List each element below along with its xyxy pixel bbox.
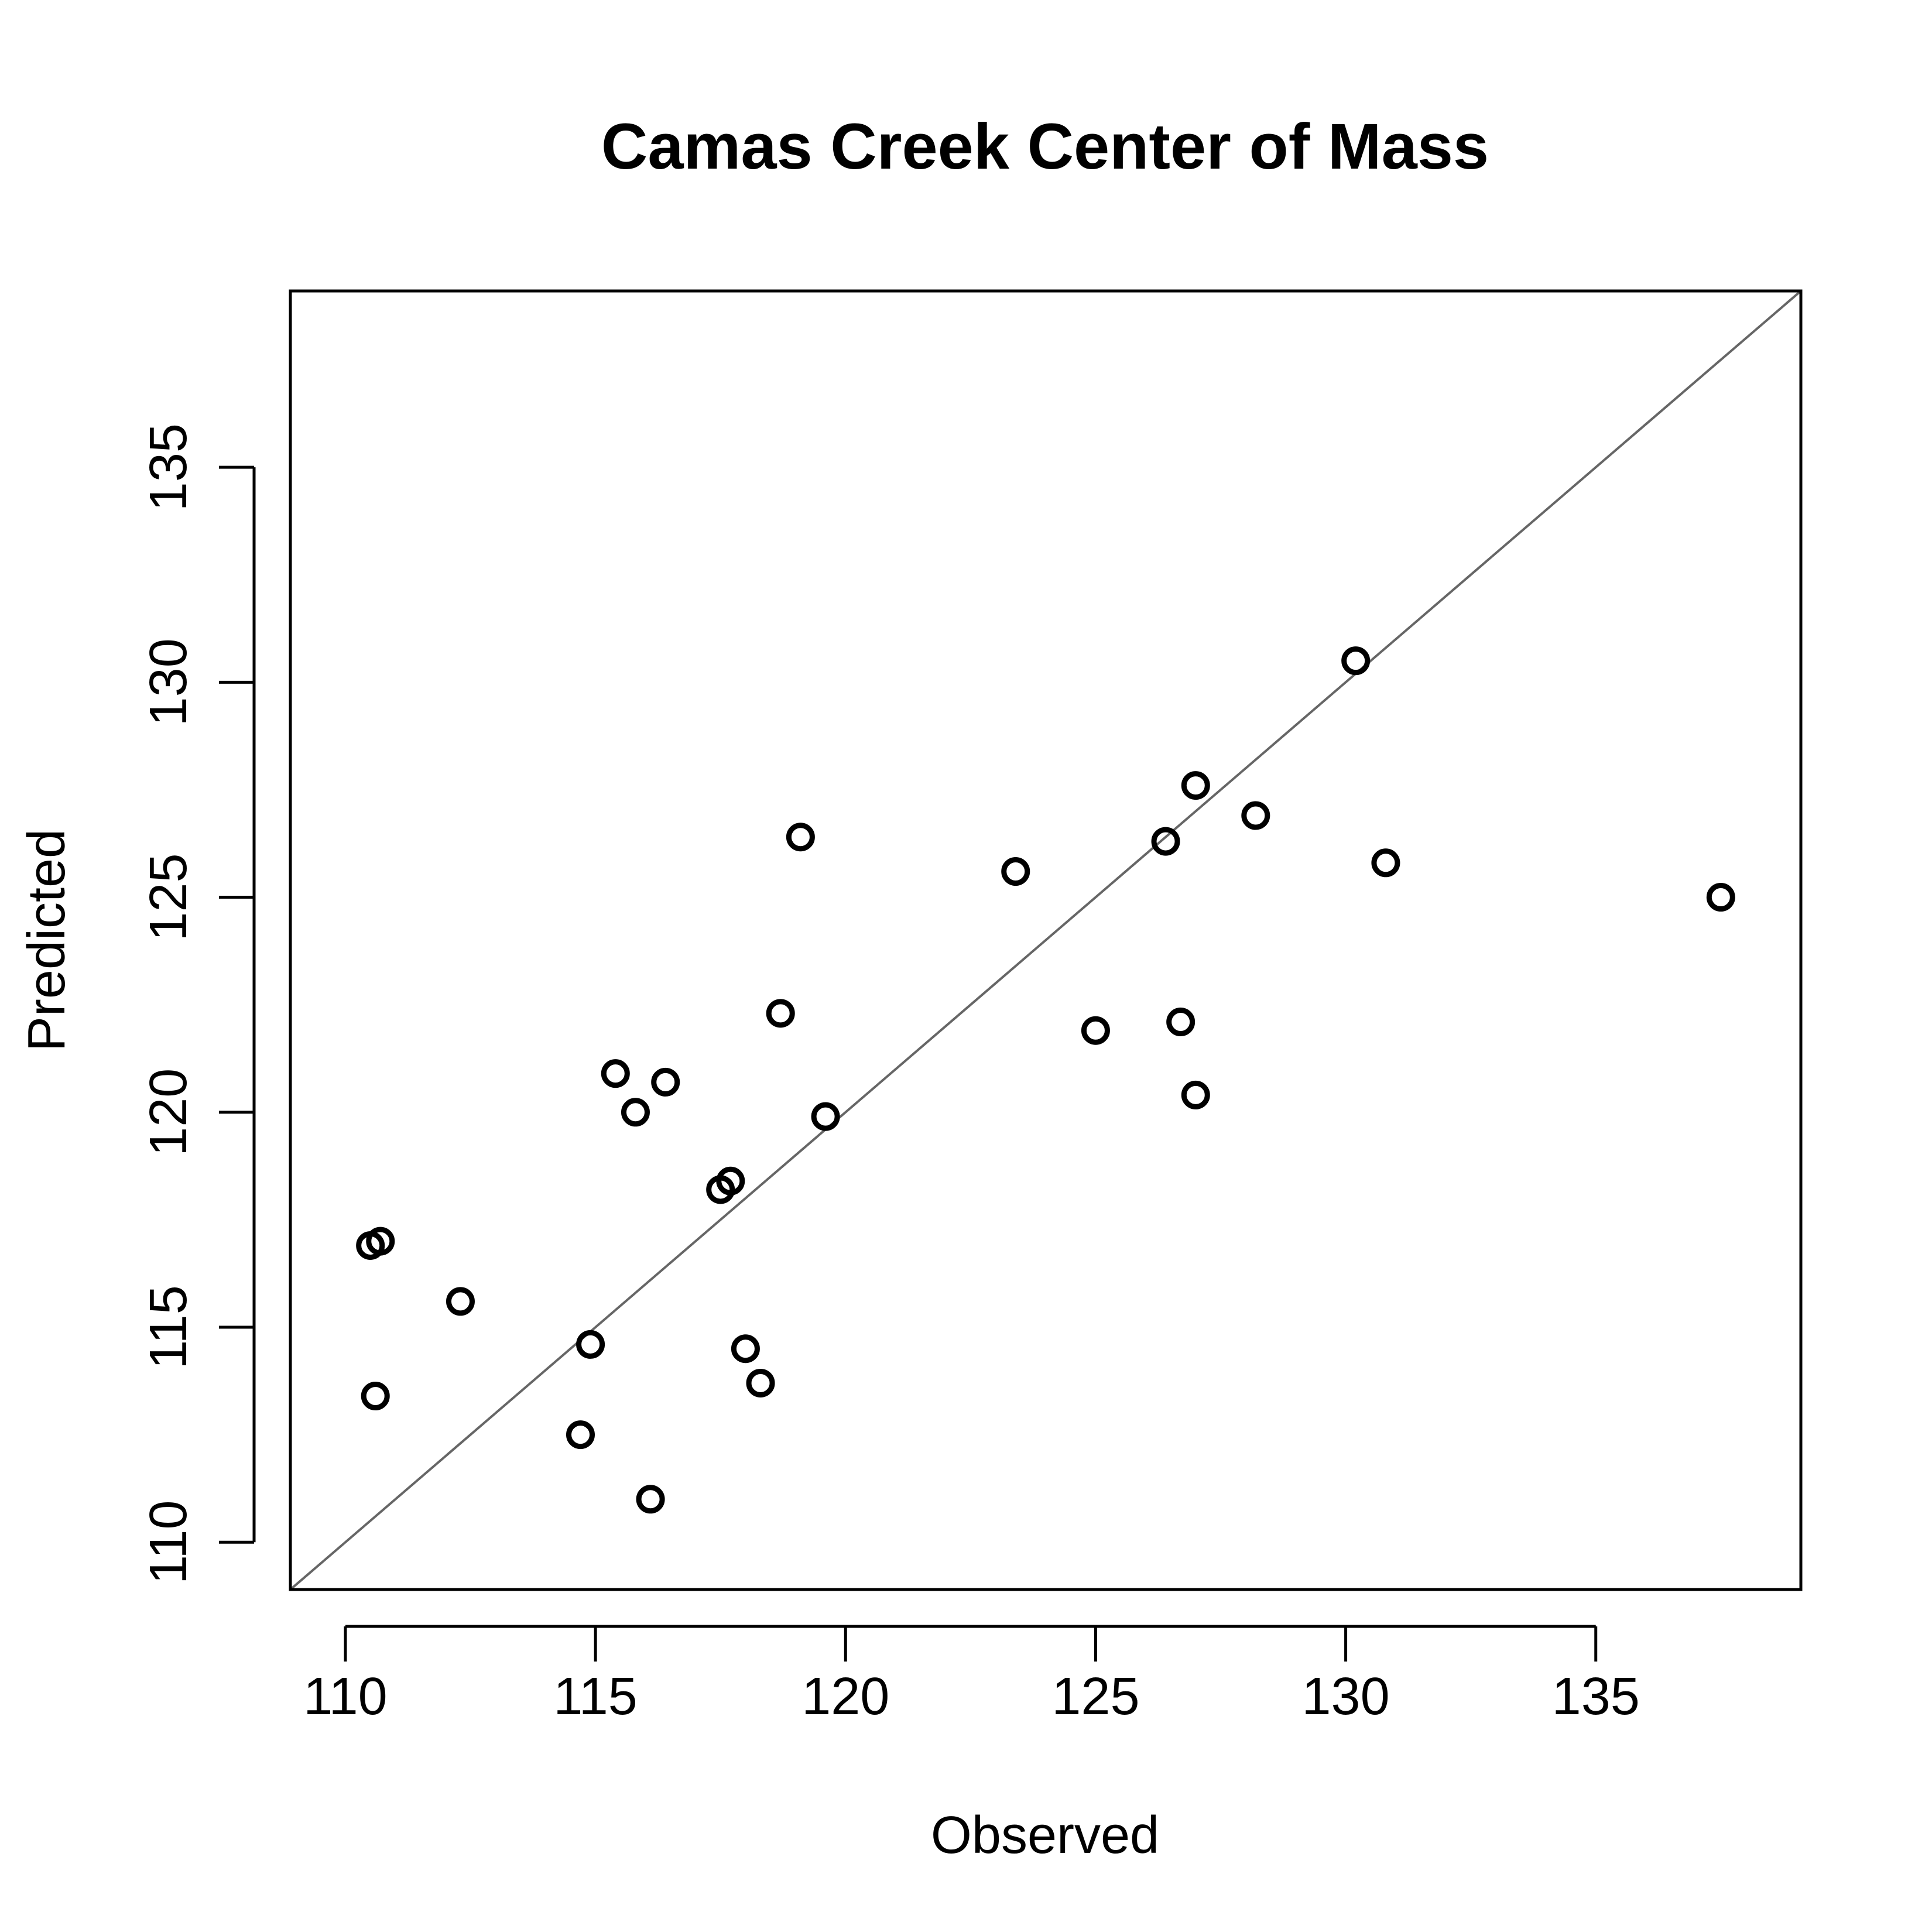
- y-tick-label: 135: [139, 423, 198, 511]
- reference-line-layer: [289, 290, 1802, 1591]
- x-tick-label: 120: [801, 1667, 889, 1726]
- data-point: [716, 1166, 745, 1195]
- y-axis-label: Predicted: [18, 829, 76, 1051]
- data-point: [1181, 771, 1210, 800]
- data-point: [1166, 1008, 1195, 1037]
- data-point: [361, 1382, 390, 1411]
- plot-frame: [289, 289, 1803, 1591]
- data-point: [786, 823, 815, 852]
- reference-line-y-equals-x: [289, 290, 1802, 1591]
- data-point: [731, 1334, 760, 1364]
- data-point: [1241, 801, 1270, 830]
- x-axis-label: Observed: [931, 1806, 1159, 1865]
- data-point: [746, 1368, 775, 1397]
- data-point: [1001, 857, 1030, 886]
- data-point: [1081, 1016, 1110, 1045]
- data-point: [1181, 1080, 1210, 1109]
- data-point: [811, 1102, 840, 1131]
- y-tick-label: 130: [139, 638, 198, 726]
- data-points: [356, 646, 1735, 1514]
- data-point: [1371, 848, 1400, 878]
- data-point: [636, 1485, 665, 1514]
- x-axis: 110 115 120 125 130 135: [303, 1625, 1640, 1726]
- x-tick-label: 110: [303, 1667, 387, 1726]
- data-point: [576, 1330, 605, 1359]
- data-point: [766, 999, 795, 1028]
- x-tick-label: 115: [553, 1667, 637, 1726]
- y-tick-label: 120: [139, 1068, 198, 1156]
- data-point: [1151, 827, 1180, 856]
- data-point: [1341, 646, 1371, 676]
- y-tick-label: 110: [139, 1500, 198, 1584]
- y-tick-label: 115: [139, 1285, 198, 1369]
- x-tick-label: 130: [1301, 1667, 1389, 1726]
- data-point: [651, 1067, 680, 1097]
- chart-title: Camas Creek Center of Mass: [601, 111, 1489, 183]
- y-tick-label: 125: [139, 853, 198, 941]
- data-point: [601, 1059, 630, 1088]
- x-tick-label: 135: [1552, 1667, 1640, 1726]
- data-point: [621, 1098, 650, 1127]
- data-point: [1706, 883, 1735, 912]
- data-point: [566, 1420, 595, 1450]
- x-tick-label: 125: [1051, 1667, 1139, 1726]
- y-axis: 110 115 120 125 130 135: [139, 423, 256, 1584]
- data-point: [446, 1287, 475, 1316]
- data-point: [366, 1227, 395, 1256]
